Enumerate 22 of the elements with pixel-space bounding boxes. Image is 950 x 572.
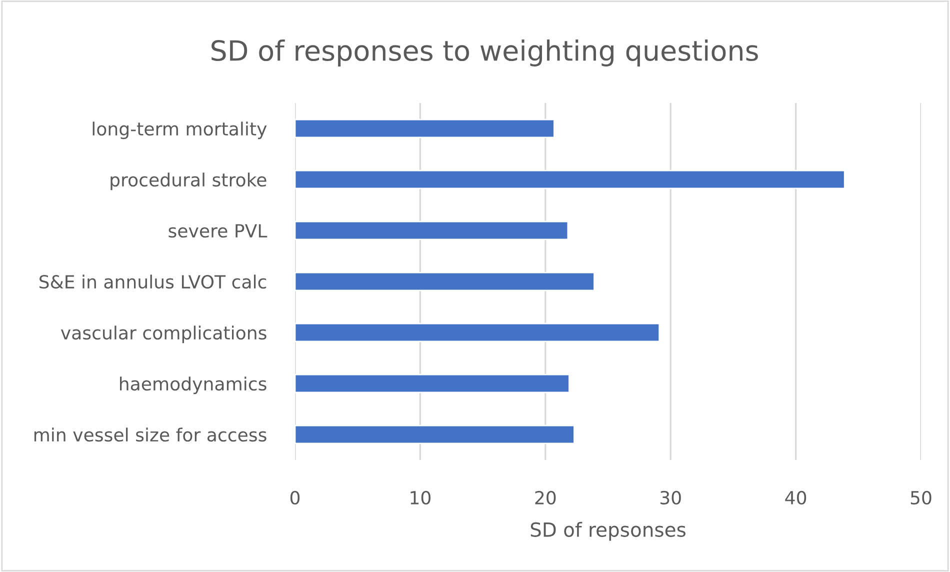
- y-tick-label: haemodynamics: [120, 376, 266, 394]
- bar: [295, 170, 846, 190]
- y-tick-label: procedural stroke: [110, 172, 266, 190]
- bar: [295, 220, 569, 240]
- x-tick-label: 50: [910, 490, 932, 505]
- bar: [295, 272, 595, 292]
- bar: [295, 118, 555, 138]
- bar: [295, 322, 660, 342]
- x-tick-label: 20: [535, 490, 556, 505]
- x-tick-label: 40: [785, 490, 806, 505]
- y-tick-label: min vessel size for access: [34, 428, 266, 442]
- x-tick-label: 30: [660, 490, 681, 505]
- y-tick-label: severe PVL: [168, 224, 268, 238]
- y-tick-label: S&E in annulus LVOT calc: [40, 274, 266, 289]
- x-axis-title: SD of repsonses: [530, 522, 686, 541]
- x-tick-label: 10: [410, 490, 430, 505]
- bar: [295, 424, 575, 444]
- y-tick-label: long-term mortality: [92, 122, 267, 140]
- x-tick-label: 0: [290, 490, 300, 505]
- bar: [295, 374, 570, 394]
- chart-title: SD of responses to weighting questions: [212, 40, 758, 66]
- y-tick-label: vascular complications: [60, 326, 266, 344]
